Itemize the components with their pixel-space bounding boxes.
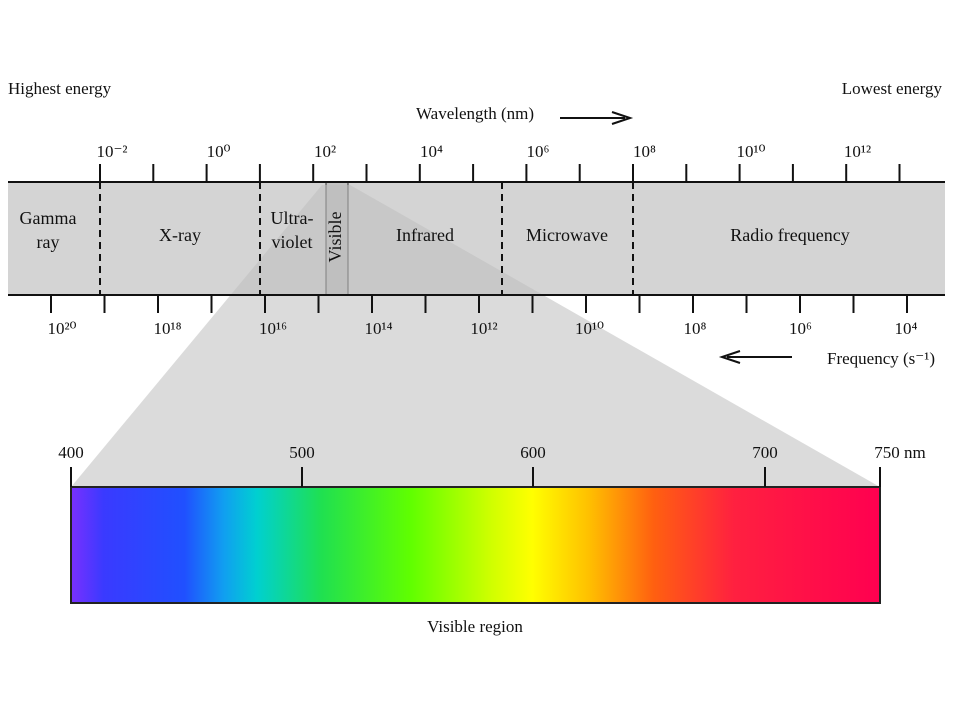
boundaries bbox=[99, 182, 634, 295]
arrow bbox=[718, 350, 792, 364]
frequency-tick-label: 10⁸ bbox=[684, 319, 707, 338]
wavelength-tick-label: 10⁶ bbox=[527, 142, 550, 161]
region-label: Infrared bbox=[396, 225, 454, 245]
header-right: Lowest energy bbox=[842, 79, 943, 98]
wavelength-tick-label: 10⁴ bbox=[420, 142, 443, 161]
frequency-tick-label: 10²⁰ bbox=[48, 319, 77, 338]
frequency-tick-label: 10¹⁰ bbox=[575, 319, 604, 338]
region-label: Gamma bbox=[20, 208, 77, 228]
wavelength-label: Wavelength (nm) bbox=[416, 104, 534, 123]
frequency-tick-label: 10¹² bbox=[470, 319, 497, 338]
wavelength-tick-label: 10¹² bbox=[844, 142, 871, 161]
wavelength-tick-label: 10⁻² bbox=[96, 142, 127, 161]
projection bbox=[71, 185, 880, 487]
header-left: Highest energy bbox=[8, 79, 112, 98]
visible-caption: Visible region bbox=[427, 617, 523, 636]
frequency-label: Frequency (s⁻¹) bbox=[827, 349, 935, 368]
wavelength-tick-label: 10⁰ bbox=[207, 142, 231, 161]
region-label: Visible bbox=[325, 212, 345, 263]
region-label: Ultra- bbox=[271, 208, 314, 228]
frequency-tick-label: 10⁴ bbox=[895, 319, 918, 338]
region-label: Radio frequency bbox=[730, 225, 849, 245]
frequency-tick-label: 10¹⁶ bbox=[259, 319, 287, 338]
visible-spectrum bbox=[70, 486, 881, 604]
region-label: X-ray bbox=[159, 225, 201, 245]
wavelength-tick-label: 10⁸ bbox=[633, 142, 656, 161]
visible-tick-label: 750 nm bbox=[874, 443, 925, 462]
region-label: ray bbox=[37, 232, 60, 252]
frequency-tick-label: 10¹⁴ bbox=[364, 319, 392, 338]
region-label: Microwave bbox=[526, 225, 608, 245]
visible-tick-label: 700 bbox=[752, 443, 778, 462]
generated: 10⁻² 10⁰ 10² 10⁴ 10⁶ 10⁸ 10¹⁰ 10¹² 10²⁰ 10¹⁸ 10¹⁶ 1… bbox=[20, 142, 926, 487]
visible-tick-label: 600 bbox=[520, 443, 546, 462]
wavelength-tick-label: 10² bbox=[314, 142, 336, 161]
frequency-tick-label: 10¹⁸ bbox=[153, 319, 181, 338]
arrow bbox=[560, 111, 634, 125]
visible-tick-label: 400 bbox=[58, 443, 84, 462]
wavelength-tick-label: 10¹⁰ bbox=[737, 142, 766, 161]
frequency-tick-label: 10⁶ bbox=[789, 319, 812, 338]
region-label: violet bbox=[272, 232, 313, 252]
visible-tick-label: 500 bbox=[289, 443, 315, 462]
